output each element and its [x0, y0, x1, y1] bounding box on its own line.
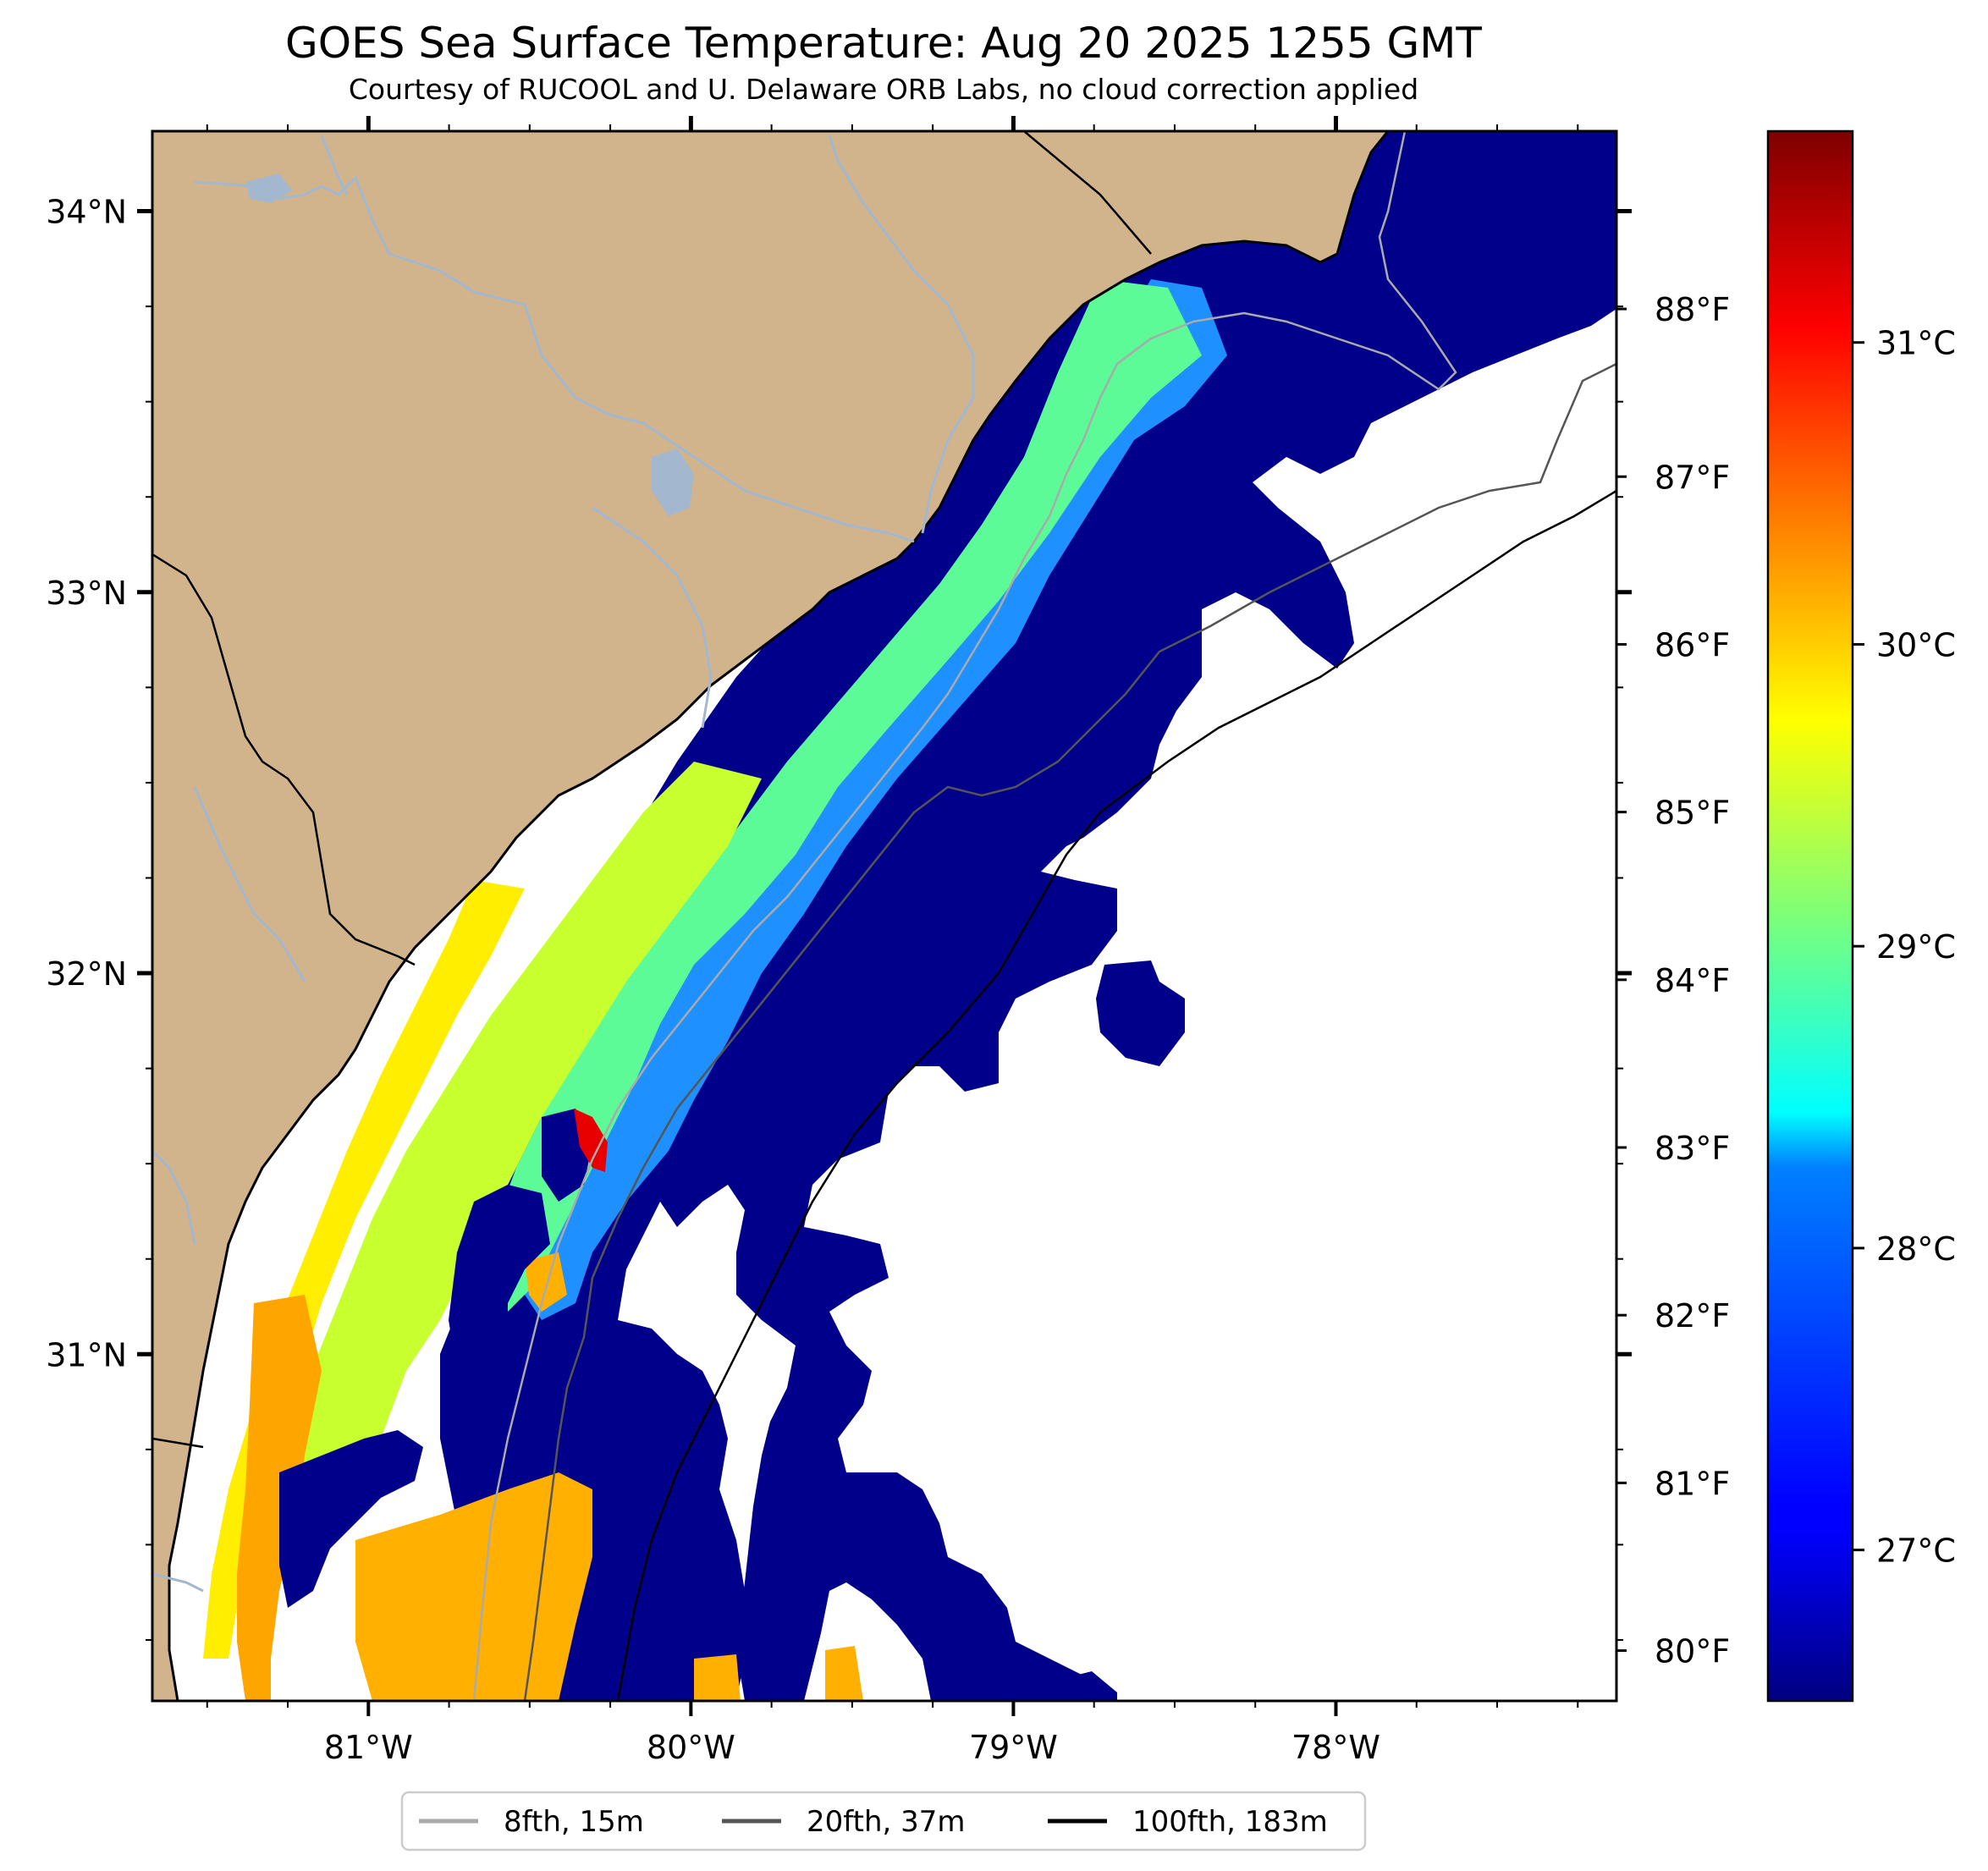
lon-tick-label: 80°W	[647, 1729, 735, 1766]
f-tick-label: 83°F	[1655, 1130, 1730, 1167]
celsius-axis: 31°C 30°C 29°C 28°C 27°C	[1853, 325, 1956, 1570]
f-tick-label: 86°F	[1655, 626, 1730, 663]
f-tick-label: 85°F	[1655, 795, 1730, 832]
colorbar	[1766, 129, 1854, 1703]
isobaths	[472, 131, 1616, 1701]
land-mass	[152, 131, 1390, 1701]
sst-orange-zone-5	[694, 1654, 741, 1701]
lon-tick-label: 78°W	[1291, 1729, 1380, 1766]
sst-orange-zone-3	[525, 1252, 567, 1312]
f-tick-label: 87°F	[1655, 459, 1730, 496]
c-tick-label: 29°C	[1876, 928, 1956, 966]
legend-label: 100fth, 183m	[1132, 1805, 1328, 1839]
sst-yellow-green-zone	[288, 762, 762, 1523]
sst-offshore-blob	[1096, 960, 1185, 1066]
map-frame	[151, 129, 1618, 1703]
c-tick-label: 28°C	[1876, 1230, 1956, 1268]
legend-label: 8fth, 15m	[504, 1805, 644, 1839]
sst-orange-zone-4	[825, 1646, 863, 1701]
legend-label: 20fth, 37m	[807, 1805, 966, 1839]
chart-title: GOES Sea Surface Temperature: Aug 20 202…	[285, 19, 1482, 68]
f-tick-label: 88°F	[1655, 291, 1730, 328]
lat-tick-label: 31°N	[46, 1336, 127, 1373]
legend-box	[400, 1791, 1367, 1852]
sst-yellow-zone	[203, 880, 525, 1659]
c-tick-label: 30°C	[1876, 626, 1956, 663]
sst-green-zone	[474, 279, 1202, 1320]
lat-tick-label: 32°N	[46, 955, 127, 993]
chart-subtitle: Courtesy of RUCOOL and U. Delaware ORB L…	[348, 73, 1419, 106]
f-tick-label: 80°F	[1655, 1633, 1730, 1670]
map-content	[152, 131, 1616, 1701]
isobath-20fth	[523, 362, 1616, 1701]
sst-cool-intrusion-2	[449, 1185, 550, 1405]
sst-transition-zone	[508, 279, 1227, 1320]
sst-cool-intrusion	[279, 1430, 423, 1608]
state-boundaries	[152, 131, 1152, 1449]
longitude-axis: 81°W 80°W 79°W 78°W	[206, 116, 1579, 1766]
legend: 8fth, 15m 20fth, 37m 100fth, 183m	[400, 1791, 1367, 1852]
lat-tick-label: 33°N	[46, 575, 127, 612]
inland-lake-2	[245, 173, 292, 203]
sst-offshore-blob-2	[1075, 1671, 1117, 1701]
sst-warm-spot	[574, 1109, 608, 1172]
fahrenheit-axis: 88°F 87°F 86°F 85°F 84°F 83°F 82°F 81°F 80°F	[1616, 291, 1730, 1670]
lat-tick-label: 34°N	[46, 194, 127, 231]
c-tick-label: 27°C	[1876, 1533, 1956, 1570]
f-tick-label: 82°F	[1655, 1297, 1730, 1334]
f-tick-label: 81°F	[1655, 1465, 1730, 1502]
latitude-axis: 34°N 33°N 32°N 31°N	[46, 194, 1632, 1641]
lon-tick-label: 79°W	[969, 1729, 1058, 1766]
isobath-100fth	[616, 489, 1616, 1701]
isobath-8fth	[472, 131, 1457, 1701]
lon-tick-label: 81°W	[324, 1729, 413, 1766]
inland-lake	[652, 448, 694, 516]
c-tick-label: 31°C	[1876, 325, 1956, 362]
sst-deep-water	[440, 131, 1616, 1701]
inland-rivers	[152, 135, 975, 1593]
f-tick-label: 84°F	[1655, 962, 1730, 999]
